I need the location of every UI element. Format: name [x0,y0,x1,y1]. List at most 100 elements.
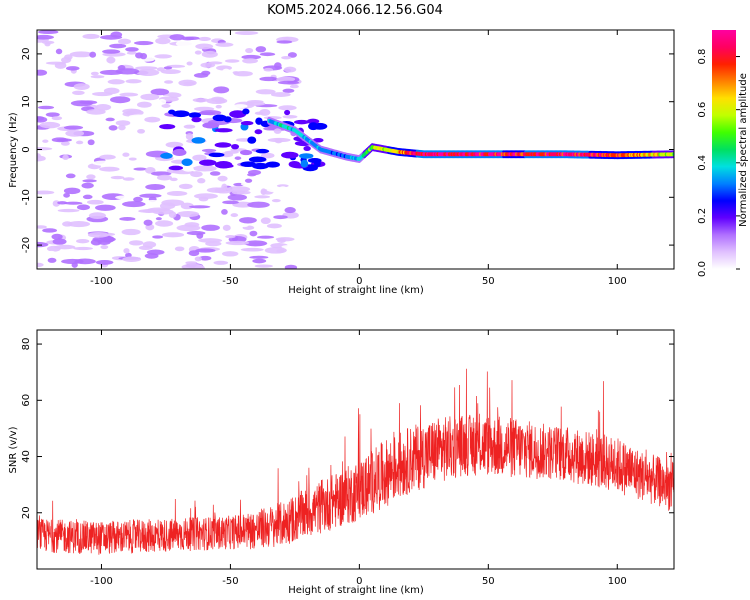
heatmap-noise-blob [109,222,125,227]
heatmap-noise-blob [95,260,114,265]
heatmap-noise-blob [273,128,282,134]
heatmap-noise-blob [76,204,90,211]
heatmap-noise-blob [145,183,166,191]
colorbar-tick-label: 0.8 [697,49,708,65]
spectrogram-y-tick-label: 0 [21,146,32,152]
heatmap-noise-blob [188,205,211,209]
heatmap-noise-blob [102,49,121,54]
snr-x-tick-label: -50 [222,576,238,587]
spectrogram-x-tick-label: 0 [356,276,362,287]
heatmap-noise-blob [254,264,273,268]
heatmap-noise-blob [126,51,137,55]
heatmap-noise-blob [242,58,259,64]
heatmap-noise-blob [173,101,196,106]
heatmap-blob [231,143,240,150]
heatmap-noise-blob [156,67,165,72]
heatmap-noise-blob [244,178,253,183]
heatmap-noise-blob [38,30,59,35]
heatmap-noise-blob [86,199,104,205]
heatmap-noise-blob [222,224,231,231]
heatmap-noise-blob [133,167,148,171]
heatmap-noise-blob [194,50,202,55]
heatmap-noise-blob [137,128,146,134]
heatmap-noise-blob [190,171,203,178]
heatmap-noise-blob [154,54,172,59]
heatmap-noise-blob [42,228,58,233]
colorbar-tick-label: 0.2 [697,208,708,224]
heatmap-noise-blob [47,257,57,263]
heatmap-noise-blob [128,157,137,161]
heatmap-noise-blob [72,90,85,95]
heatmap-noise-blob [196,111,215,116]
heatmap-noise-blob [195,43,214,50]
heatmap-noise-blob [40,50,57,58]
figure-title: KOM5.2024.066.12.56.G04 [267,3,443,18]
colorbar-tick-label: 0.0 [697,261,708,277]
heatmap-noise-blob [284,264,298,269]
heatmap-noise-blob [92,62,100,69]
heatmap-blob [312,137,324,143]
heatmap-blob [216,163,234,169]
heatmap-noise-blob [61,258,84,265]
spectrogram-x-tick-label: 50 [482,276,495,287]
heatmap-noise-blob [133,40,154,46]
heatmap-noise-blob [222,68,231,75]
spectrogram-x-tick-label: 100 [608,276,627,287]
heatmap-noise-blob [88,212,106,219]
heatmap-noise-blob [201,224,220,231]
heatmap-noise-blob [192,98,209,103]
heatmap-noise-blob [260,217,271,225]
heatmap-blob [284,109,291,116]
heatmap-noise-blob [139,193,162,198]
heatmap-noise-blob [128,240,144,246]
heatmap-noise-blob [225,240,250,246]
heatmap-noise-blob [97,238,111,246]
snr-y-tick-label: 20 [21,506,32,519]
heatmap-noise-blob [82,179,97,183]
heatmap-noise-blob [224,59,240,63]
spectrogram-y-tick-label: -10 [21,189,32,205]
heatmap-noise-blob [122,177,135,181]
heatmap-blob [281,151,299,159]
heatmap-blob [255,148,270,154]
heatmap-noise-blob [41,40,55,45]
heatmap-noise-blob [169,177,178,182]
heatmap-noise-blob [140,93,160,101]
heatmap-noise-blob [37,142,45,147]
heatmap-blob [294,119,310,125]
heatmap-noise-blob [186,61,193,66]
heatmap-noise-blob [259,108,271,116]
colorbar-tick-label: 0.4 [697,155,708,171]
heatmap-noise-blob [82,194,93,200]
heatmap-noise-blob [121,228,141,236]
heatmap-noise-blob [266,223,282,229]
heatmap-noise-blob [155,220,174,227]
heatmap-noise-blob [244,240,268,247]
heatmap-noise-blob [277,238,287,243]
heatmap-noise-blob [135,52,144,59]
heatmap-noise-blob [270,92,291,98]
heatmap-noise-blob [69,51,93,58]
heatmap-noise-blob [82,33,100,40]
heatmap-noise-blob [119,92,139,97]
heatmap-noise-blob [37,190,55,195]
heatmap-noise-blob [37,225,47,229]
heatmap-noise-blob [37,262,44,267]
spectrogram-y-label: Frequency (Hz) [8,112,19,188]
heatmap-noise-blob [39,58,55,63]
spectrogram-x-label: Height of straight line (km) [288,285,424,296]
heatmap-blob [181,158,193,166]
heatmap-noise-blob [240,182,257,187]
heatmap-noise-blob [271,199,281,203]
heatmap-blob [172,110,190,118]
heatmap-noise-blob [157,98,167,105]
heatmap-noise-blob [185,261,198,265]
heatmap-noise-blob [254,195,271,199]
heatmap-noise-blob [193,73,209,78]
heatmap-noise-blob [234,156,242,160]
heatmap-noise-blob [188,250,200,257]
heatmap-noise-blob [267,137,291,143]
heatmap-noise-blob [249,230,258,237]
heatmap-blob [247,136,257,144]
